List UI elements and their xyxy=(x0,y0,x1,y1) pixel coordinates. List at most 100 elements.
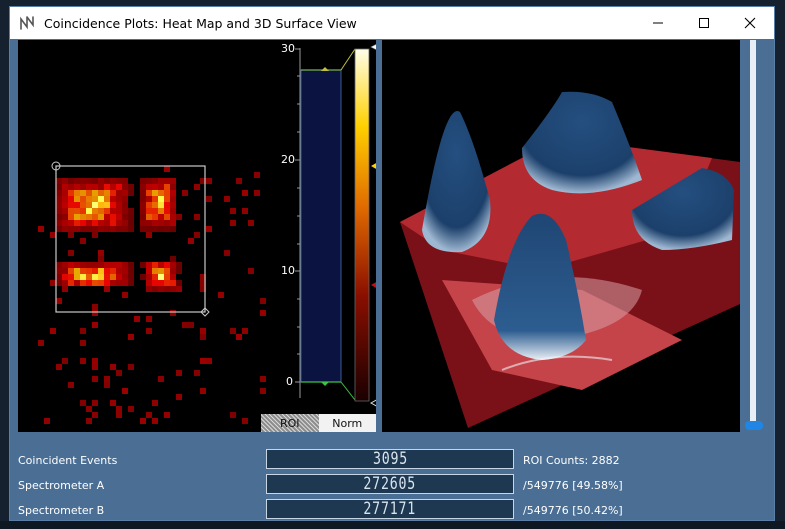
heat-cell xyxy=(128,220,134,226)
heat-cell xyxy=(50,232,56,238)
heat-map-cells xyxy=(38,166,266,424)
roi-handle-bottom-right[interactable] xyxy=(200,307,210,317)
heat-cell xyxy=(152,202,158,208)
heat-cell xyxy=(152,262,158,268)
heat-cell xyxy=(122,274,128,280)
heat-cell xyxy=(242,328,248,334)
range-upper-marker[interactable] xyxy=(321,67,329,71)
heat-map-panel[interactable] xyxy=(18,40,269,432)
heat-cell xyxy=(80,220,86,226)
heat-cell xyxy=(68,184,74,190)
heat-cell xyxy=(158,208,164,214)
heat-cell xyxy=(68,214,74,220)
heat-cell xyxy=(86,184,92,190)
heat-cell xyxy=(152,178,158,184)
heat-cell xyxy=(110,178,116,184)
heat-cell xyxy=(86,178,92,184)
heat-cell xyxy=(170,280,176,286)
close-button[interactable] xyxy=(727,7,773,39)
scale-tick-label: 0 xyxy=(286,375,293,388)
heat-cell xyxy=(128,406,134,412)
roi-handle-top-left[interactable] xyxy=(51,161,61,171)
heat-cell xyxy=(92,232,98,238)
spectrometer-b-label: Spectrometer B xyxy=(18,504,105,517)
surface-3d-panel[interactable] xyxy=(382,40,740,432)
view-slider-thumb[interactable] xyxy=(745,421,763,430)
heat-cell xyxy=(140,418,146,424)
heat-cell xyxy=(158,274,164,280)
heat-cell xyxy=(62,208,68,214)
heat-cell xyxy=(200,178,206,184)
min-color-marker[interactable] xyxy=(369,394,386,412)
heat-cell xyxy=(62,202,68,208)
heat-cell xyxy=(224,250,230,256)
heat-cell xyxy=(62,190,68,196)
title-bar[interactable]: Coincidence Plots: Heat Map and 3D Surfa… xyxy=(10,7,774,39)
heat-cell xyxy=(38,340,44,346)
heat-cell xyxy=(176,214,182,220)
heat-cell xyxy=(152,280,158,286)
maximize-button[interactable] xyxy=(681,7,727,39)
surface-peak-right xyxy=(632,168,734,250)
heat-cell xyxy=(104,376,110,382)
heat-cell xyxy=(80,214,86,220)
heat-cell xyxy=(242,190,248,196)
surface-peak-front xyxy=(494,213,586,360)
heat-cell xyxy=(104,268,110,274)
heat-cell xyxy=(206,178,212,184)
heat-cell xyxy=(170,268,176,274)
heat-cell xyxy=(248,220,254,226)
heat-cell xyxy=(152,268,158,274)
heat-cell xyxy=(110,274,116,280)
heat-cell xyxy=(158,190,164,196)
heat-cell xyxy=(146,226,152,232)
heat-cell xyxy=(74,220,80,226)
heat-cell xyxy=(128,226,134,232)
mid-color-marker[interactable] xyxy=(371,277,385,293)
heat-cell xyxy=(104,202,110,208)
spectrometer-a-ratio: /549776 [49.58%] xyxy=(523,479,623,492)
heat-cell xyxy=(146,412,152,418)
heat-cell xyxy=(206,358,212,364)
heat-cell xyxy=(104,226,110,232)
heat-cell xyxy=(68,280,74,286)
heat-cell xyxy=(104,214,110,220)
heat-cell xyxy=(140,196,146,202)
heat-cell xyxy=(86,262,92,268)
roi-rectangle[interactable] xyxy=(55,165,206,313)
view-slider-track[interactable] xyxy=(750,40,756,428)
heat-cell xyxy=(104,274,110,280)
range-lower-marker[interactable] xyxy=(321,382,329,386)
high-color-marker[interactable] xyxy=(371,158,385,174)
heat-cell xyxy=(80,274,86,280)
heat-cell xyxy=(140,178,146,184)
window-title: Coincidence Plots: Heat Map and 3D Surfa… xyxy=(44,15,357,31)
heat-cell xyxy=(86,202,92,208)
spectrometer-a-value: 272605 xyxy=(363,474,417,494)
heat-cell xyxy=(140,262,146,268)
heat-cell xyxy=(146,190,152,196)
app-window: Coincidence Plots: Heat Map and 3D Surfa… xyxy=(10,7,774,520)
spectrometer-b-display: 277171 xyxy=(266,499,514,519)
norm-mode-button[interactable]: Norm xyxy=(318,414,376,432)
heat-cell xyxy=(164,220,170,226)
heat-cell xyxy=(200,334,206,340)
max-color-marker[interactable] xyxy=(370,39,386,55)
heat-cell xyxy=(170,286,176,292)
heat-cell xyxy=(146,220,152,226)
heat-cell xyxy=(110,184,116,190)
heat-cell xyxy=(164,184,170,190)
heat-cell xyxy=(164,262,170,268)
heat-cell xyxy=(146,262,152,268)
heat-cell xyxy=(146,286,152,292)
heat-cell xyxy=(86,196,92,202)
heat-cell xyxy=(74,178,80,184)
heat-cell xyxy=(92,268,98,274)
heat-cell xyxy=(98,220,104,226)
minimize-button[interactable] xyxy=(635,7,681,39)
heat-cell xyxy=(158,178,164,184)
roi-mode-button[interactable]: ROI xyxy=(261,414,319,432)
heat-cell xyxy=(170,226,176,232)
heat-cell xyxy=(200,328,206,334)
heat-cell xyxy=(92,184,98,190)
